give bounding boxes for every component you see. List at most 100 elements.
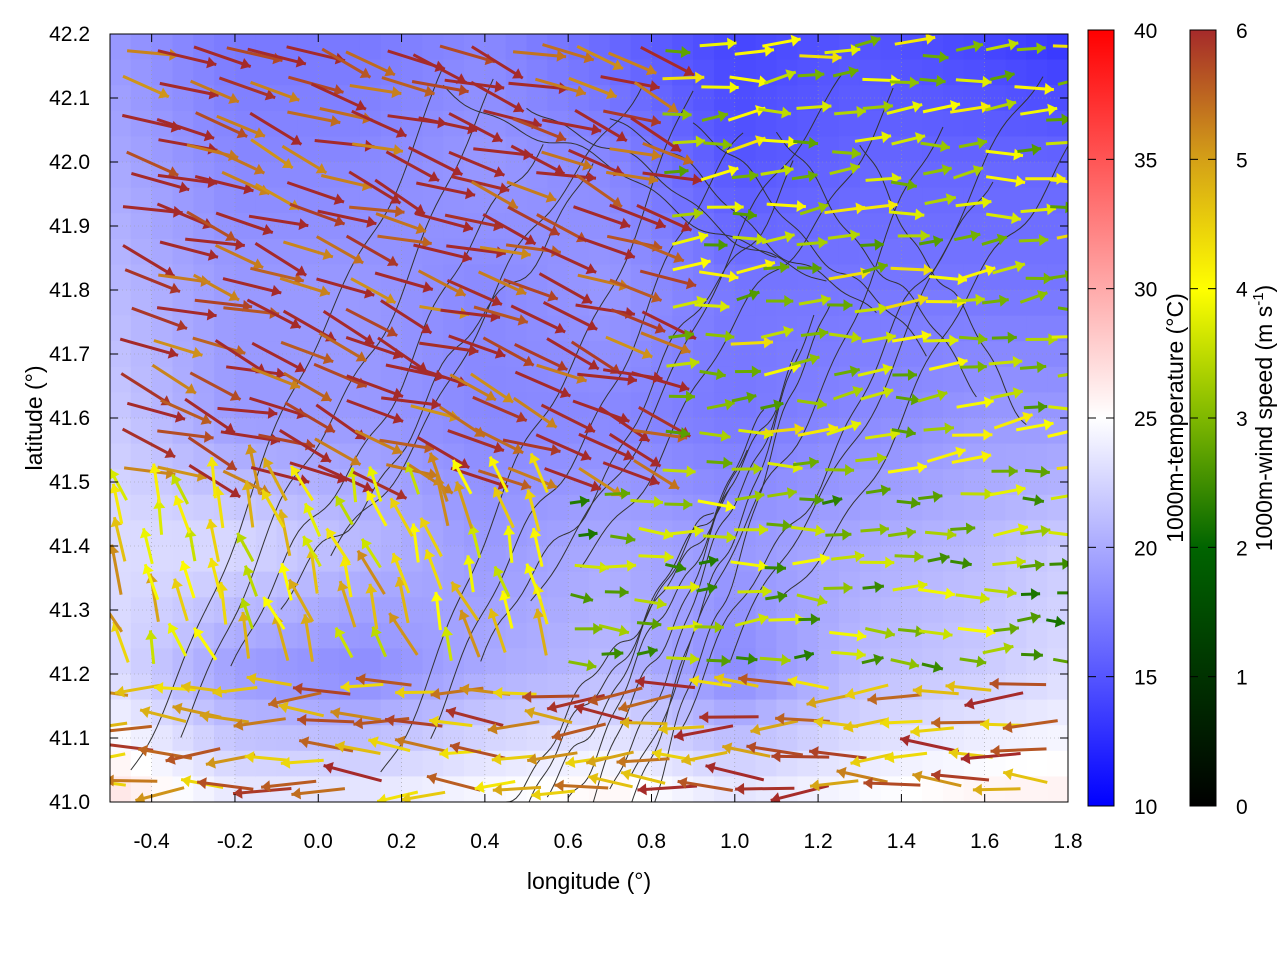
wind-arrow-shaft	[283, 371, 333, 402]
temperature-cell	[609, 494, 632, 522]
temperature-cell	[568, 648, 590, 675]
wind-arrow-shaft	[157, 429, 214, 440]
wind-arrow-head	[931, 716, 941, 729]
temperature-cell	[193, 494, 215, 522]
wind-arrow-head	[1044, 82, 1054, 95]
wind-arrow-shaft	[573, 205, 631, 228]
wind-arrow-head	[288, 91, 300, 103]
y-tick-label: 41.0	[49, 791, 90, 814]
wind-arrow-head	[750, 723, 761, 736]
wind-arrow-head	[874, 238, 884, 251]
temperature-cell	[235, 136, 257, 163]
wind-arrow-head	[334, 627, 346, 639]
temperature-cell	[755, 110, 778, 138]
wind-arrow-shaft	[538, 272, 593, 305]
temperature-cell	[984, 469, 1007, 496]
temperature-cell	[1047, 597, 1068, 624]
temperature-cell	[859, 162, 882, 189]
temperature-cell	[110, 418, 132, 445]
wind-arrow-head	[606, 87, 617, 100]
wind-arrow-head	[422, 236, 432, 249]
temperature-cell	[547, 776, 569, 802]
x-tick-label: 1.0	[720, 830, 749, 853]
wind-arrow-head	[454, 285, 466, 297]
wind-arrow-head	[241, 480, 254, 491]
wind-arrow-head	[579, 495, 590, 508]
wind-arrow-head	[319, 285, 330, 297]
wind-arrow-head	[905, 426, 916, 439]
wind-arrow-head	[809, 456, 819, 469]
wind-arrow-head	[253, 163, 265, 175]
wind-arrow-shaft	[249, 111, 303, 146]
wind-arrow-head	[506, 198, 518, 209]
y-tick-label: 41.2	[49, 663, 90, 686]
temperature-cell	[880, 264, 903, 291]
wind-arrow-head	[206, 56, 217, 69]
wind-arrow-shaft	[297, 718, 355, 724]
wind-arrow-shaft	[1048, 273, 1068, 280]
temperature-cell	[130, 34, 153, 61]
wind-arrow-head	[337, 581, 349, 592]
temperature-cell	[1026, 725, 1048, 752]
temperature-cell	[401, 750, 424, 778]
temperature-cell	[401, 34, 424, 61]
wind-arrow-shaft	[374, 271, 434, 291]
wind-arrow-head	[115, 685, 125, 698]
temperature-cell	[672, 443, 694, 470]
colorbar-tick-label: 35	[1134, 149, 1157, 172]
temperature-cell	[651, 392, 674, 419]
wind-arrow-head	[428, 171, 439, 182]
temperature-cell	[630, 520, 653, 547]
wind-arrow-shaft	[321, 47, 372, 79]
wind-arrow-head	[176, 319, 187, 331]
temperature-cell	[859, 674, 882, 701]
wind-arrow-head	[1012, 387, 1023, 399]
x-tick-label: 0.0	[304, 830, 333, 853]
temperature-cell	[359, 315, 382, 342]
wind-arrow-head	[420, 323, 432, 334]
temperature-cell	[630, 699, 653, 726]
wind-arrow-head	[582, 159, 593, 171]
wind-arrow-head	[697, 231, 709, 243]
wind-arrow-head	[524, 234, 536, 245]
wind-arrow-shaft	[186, 210, 237, 242]
wind-arrow-head	[685, 390, 695, 403]
wind-arrow-head	[818, 327, 829, 340]
temperature-cell	[734, 597, 757, 624]
wind-arrow-head	[353, 717, 363, 730]
temperature-cell	[172, 136, 195, 163]
wind-arrow-shaft	[1045, 141, 1068, 146]
colorbar-tick-label: 30	[1134, 279, 1157, 302]
wind-arrow-head	[529, 453, 541, 465]
wind-arrow-head	[1034, 559, 1045, 572]
temperature-cell	[838, 34, 861, 61]
wind-arrow-head	[900, 734, 911, 747]
wind-arrow-head	[612, 59, 623, 71]
wind-arrow-shaft	[632, 238, 685, 263]
wind-arrow-head	[874, 581, 884, 593]
temperature-cell	[1005, 264, 1028, 291]
wind-arrow-head	[1015, 484, 1026, 496]
temperature-cell	[589, 366, 611, 394]
temperature-cell	[818, 699, 840, 726]
wind-arrow-shaft	[514, 370, 571, 398]
temperature-cell	[1026, 238, 1048, 266]
wind-arrow-head	[781, 653, 791, 666]
temperature-cell	[901, 622, 923, 650]
wind-arrow-head	[233, 786, 243, 799]
wind-arrow-shaft	[568, 148, 625, 176]
wind-arrow-head	[950, 100, 960, 112]
wind-arrow-shaft	[546, 337, 600, 371]
wind-arrow-head	[1079, 367, 1089, 379]
x-tick-label: -0.4	[134, 830, 171, 853]
wind-arrow-head	[366, 466, 379, 477]
temperature-cell	[339, 392, 361, 419]
temperature-cell	[526, 418, 549, 445]
wind-arrow-head	[650, 115, 661, 127]
temperature-cell	[901, 290, 923, 317]
wind-arrow-head	[1012, 355, 1023, 368]
temperature-cell	[505, 597, 528, 624]
temperature-cell	[818, 571, 840, 598]
wind-arrow-head	[914, 132, 926, 144]
wind-arrow-head	[714, 673, 725, 685]
